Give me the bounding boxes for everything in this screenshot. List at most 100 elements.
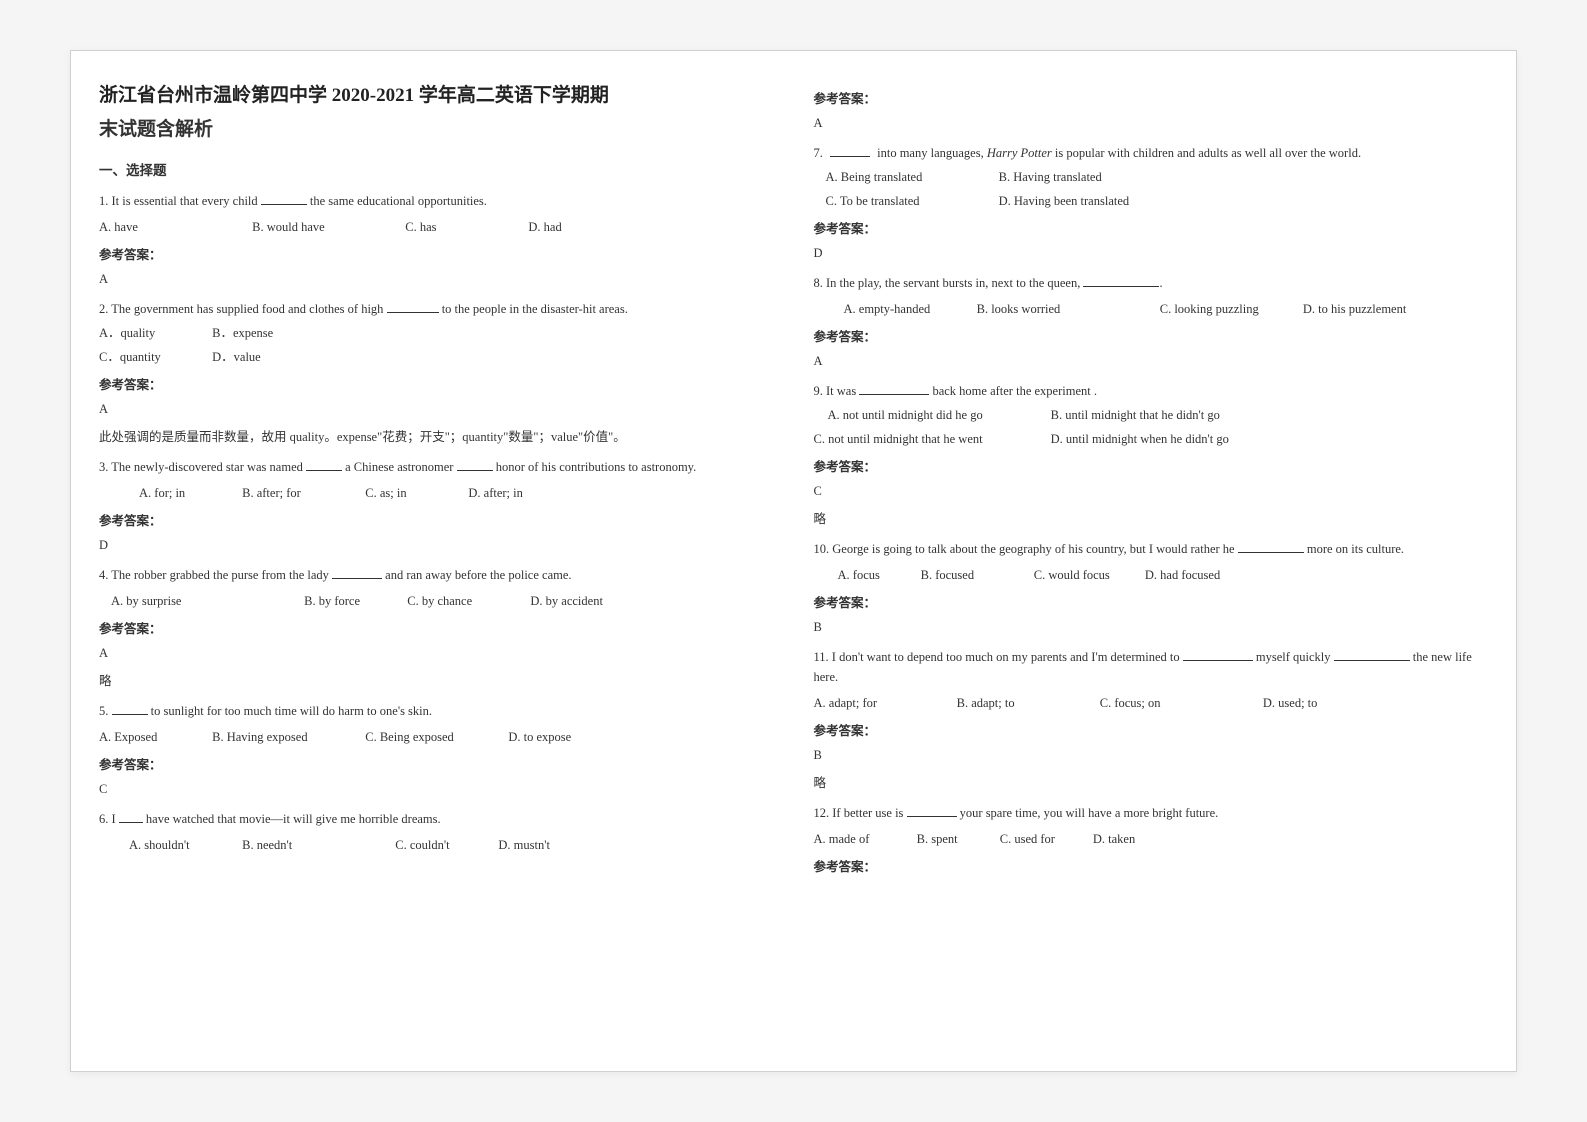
question-8: 8. In the play, the servant bursts in, n…	[814, 273, 1489, 293]
q11-options: A. adapt; for B. adapt; to C. focus; on …	[814, 693, 1489, 713]
q2-opt-a: A．quality	[99, 323, 209, 343]
q4-opt-c: C. by chance	[407, 591, 527, 611]
question-11: 11. I don't want to depend too much on m…	[814, 647, 1489, 687]
q1-blank	[261, 204, 307, 205]
q11-answer: B	[814, 745, 1489, 765]
q4-opt-a: A. by surprise	[111, 591, 301, 611]
q7-opt-b: B. Having translated	[999, 170, 1102, 184]
page-subtitle: 末试题含解析	[99, 115, 774, 145]
q5-opt-a: A. Exposed	[99, 727, 209, 747]
q7-blank	[830, 156, 870, 157]
q12-opt-c: C. used for	[1000, 829, 1090, 849]
q4-explanation: 略	[99, 671, 774, 691]
q10-opt-a: A. focus	[838, 565, 918, 585]
q2-opt-d: D．value	[212, 350, 261, 364]
question-12: 12. If better use is your spare time, yo…	[814, 803, 1489, 823]
q11-blank2	[1334, 660, 1410, 661]
q4-answer: A	[99, 643, 774, 663]
q1-opt-a: A. have	[99, 217, 249, 237]
q11-opt-c: C. focus; on	[1100, 693, 1260, 713]
q2-opt-c: C．quantity	[99, 347, 209, 367]
question-5: 5. to sunlight for too much time will do…	[99, 701, 774, 721]
q8-opt-c: C. looking puzzling	[1160, 299, 1300, 319]
q3-stem-c: honor of his contributions to astronomy.	[496, 460, 697, 474]
q9-opt-a: A. not until midnight did he go	[828, 405, 1048, 425]
q5-blank	[112, 714, 148, 715]
q8-blank	[1083, 286, 1159, 287]
q5-answer: C	[99, 779, 774, 799]
q12-opt-d: D. taken	[1093, 832, 1135, 846]
q2-opts-row2: C．quantity D．value	[99, 347, 774, 367]
q3-answer: D	[99, 535, 774, 555]
q6-options: A. shouldn't B. needn't C. couldn't D. m…	[99, 835, 774, 855]
page-title: 浙江省台州市温岭第四中学 2020-2021 学年高二英语下学期期	[99, 81, 774, 111]
q8-answer-header: 参考答案：	[814, 327, 1489, 347]
q4-answer-header: 参考答案：	[99, 619, 774, 639]
q9-opts-row1: A. not until midnight did he go B. until…	[814, 405, 1489, 425]
q7-answer-header: 参考答案：	[814, 219, 1489, 239]
right-column: 参考答案： A 7. into many languages, Harry Po…	[794, 81, 1489, 1041]
q10-stem-b: more on its culture.	[1307, 542, 1404, 556]
q10-answer-header: 参考答案：	[814, 593, 1489, 613]
q7-num: 7.	[814, 146, 827, 160]
q2-opt-b: B．expense	[212, 326, 273, 340]
q6-opt-c: C. couldn't	[395, 835, 495, 855]
q2-stem-a: 2. The government has supplied food and …	[99, 302, 387, 316]
q10-stem-a: 10. George is going to talk about the ge…	[814, 542, 1238, 556]
q8-opt-b: B. looks worried	[977, 299, 1157, 319]
q6-opt-d: D. mustn't	[498, 838, 550, 852]
q3-blank2	[457, 470, 493, 471]
q11-opt-b: B. adapt; to	[957, 693, 1097, 713]
q4-stem-b: and ran away before the police came.	[385, 568, 571, 582]
q9-answer: C	[814, 481, 1489, 501]
q10-options: A. focus B. focused C. would focus D. ha…	[814, 565, 1489, 585]
q12-stem-b: your spare time, you will have a more br…	[960, 806, 1219, 820]
q8-answer: A	[814, 351, 1489, 371]
q4-opt-b: B. by force	[304, 591, 404, 611]
q3-answer-header: 参考答案：	[99, 511, 774, 531]
q10-opt-c: C. would focus	[1034, 565, 1142, 585]
q9-opt-b: B. until midnight that he didn't go	[1051, 408, 1220, 422]
q4-blank	[332, 578, 382, 579]
q11-opt-a: A. adapt; for	[814, 693, 954, 713]
q2-blank	[387, 312, 439, 313]
q10-opt-d: D. had focused	[1145, 568, 1220, 582]
q4-options: A. by surprise B. by force C. by chance …	[99, 591, 774, 611]
q6-stem-b: have watched that movie—it will give me …	[146, 812, 441, 826]
q12-blank	[907, 816, 957, 817]
left-column: 浙江省台州市温岭第四中学 2020-2021 学年高二英语下学期期 末试题含解析…	[99, 81, 794, 1041]
q3-blank1	[306, 470, 342, 471]
q11-explanation: 略	[814, 773, 1489, 793]
q6-opt-a: A. shouldn't	[129, 835, 239, 855]
q2-explanation: 此处强调的是质量而非数量，故用 quality。expense"花费；开支"；q…	[99, 427, 774, 447]
q2-stem-b: to the people in the disaster-hit areas.	[442, 302, 628, 316]
q9-opts-row2: C. not until midnight that he went D. un…	[814, 429, 1489, 449]
q11-stem-a: 11. I don't want to depend too much on m…	[814, 650, 1183, 664]
q9-opt-c: C. not until midnight that he went	[814, 429, 1048, 449]
question-1: 1. It is essential that every child the …	[99, 191, 774, 211]
q12-opt-b: B. spent	[917, 829, 997, 849]
q6r-answer: A	[814, 113, 1489, 133]
q11-answer-header: 参考答案：	[814, 721, 1489, 741]
q10-opt-b: B. focused	[921, 565, 1031, 585]
q3-stem-b: a Chinese astronomer	[345, 460, 456, 474]
q6-blank	[119, 822, 143, 823]
q1-options: A. have B. would have C. has D. had	[99, 217, 774, 237]
q11-opt-d: D. used; to	[1263, 696, 1318, 710]
q7-opt-c: C. To be translated	[826, 191, 996, 211]
question-7: 7. into many languages, Harry Potter is …	[814, 143, 1489, 163]
q6-opt-b: B. needn't	[242, 835, 392, 855]
q6-stem-a: 6. I	[99, 812, 119, 826]
q9-stem-a: 9. It was	[814, 384, 860, 398]
q1-answer-header: 参考答案：	[99, 245, 774, 265]
q5-opt-b: B. Having exposed	[212, 727, 362, 747]
q8-period: .	[1159, 276, 1162, 290]
q10-blank	[1238, 552, 1304, 553]
q8-stem: 8. In the play, the servant bursts in, n…	[814, 276, 1084, 290]
q5-options: A. Exposed B. Having exposed C. Being ex…	[99, 727, 774, 747]
q8-options: A. empty-handed B. looks worried C. look…	[814, 299, 1489, 319]
q1-answer: A	[99, 269, 774, 289]
q4-opt-d: D. by accident	[530, 594, 603, 608]
q8-opt-a: A. empty-handed	[844, 299, 974, 319]
q11-stem-b: myself quickly	[1256, 650, 1334, 664]
